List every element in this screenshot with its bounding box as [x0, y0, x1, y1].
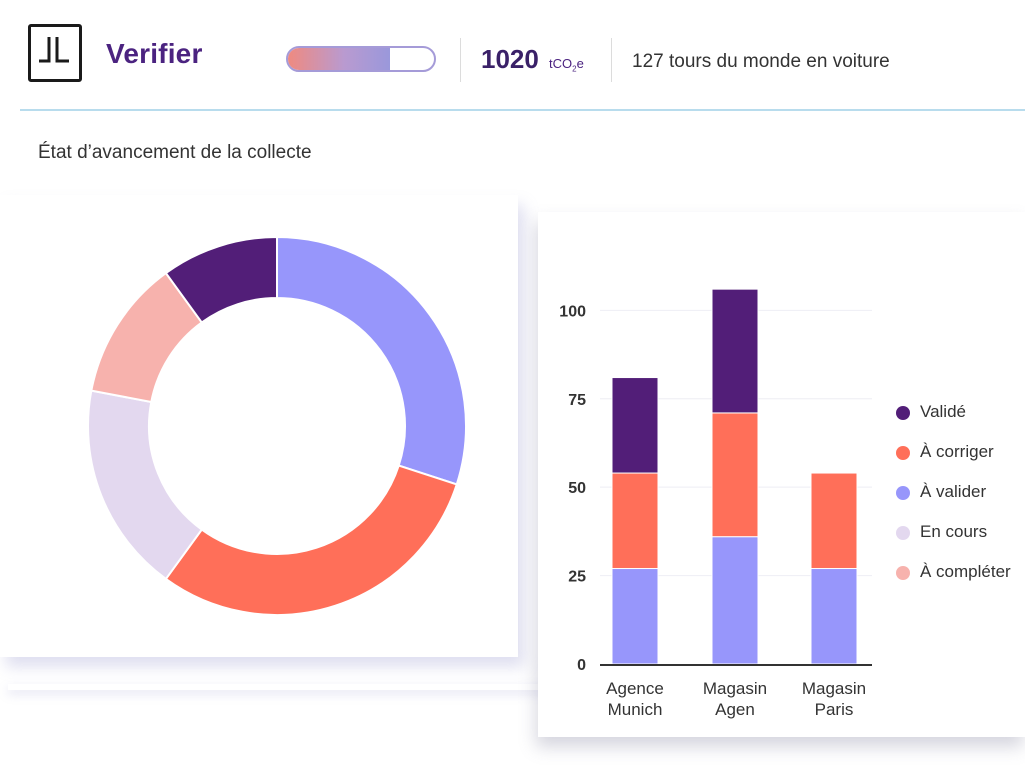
legend-label: En cours [920, 522, 988, 541]
legend-swatch [896, 446, 910, 460]
legend-label: À valider [920, 482, 987, 501]
header-divider [460, 38, 461, 82]
verifier-logo-icon[interactable] [28, 24, 82, 82]
donut-slice-valide[interactable] [164, 235, 278, 324]
legend-label: À corriger [920, 442, 994, 461]
donut-slice-en-cours[interactable] [87, 389, 204, 581]
header-divider-line [20, 109, 1025, 111]
donut-slice-a-corriger[interactable] [164, 464, 459, 616]
donut-chart-card [0, 195, 518, 657]
co2-equivalence-text: 127 tours du monde en voiture [632, 51, 890, 72]
header: Verifier 1020 tCO2e 127 tours du monde e… [0, 0, 1025, 110]
donut-slice-a-valider[interactable] [276, 235, 467, 486]
card-shadow [8, 684, 548, 690]
section-title: État d’avancement de la collecte [38, 142, 312, 163]
legend-swatch [896, 526, 910, 540]
co2-unit: tCO2e [549, 56, 584, 74]
legend-swatch [896, 486, 910, 500]
bar-chart-card [538, 212, 1025, 737]
donut-chart [87, 235, 467, 616]
x-tick-label: Agence Munich [606, 679, 664, 719]
legend-swatch [896, 566, 910, 580]
app-title: Verifier [106, 38, 203, 69]
legend-label: À compléter [920, 562, 1011, 581]
co2-total-value: 1020 [481, 44, 539, 74]
legend-label: Validé [920, 402, 966, 421]
x-tick-label: Magasin Agen [702, 679, 768, 719]
collection-progress-bar [286, 46, 436, 72]
legend-swatch [896, 406, 910, 420]
progress-fill [288, 48, 391, 70]
x-tick-label: Magasin Paris [801, 679, 867, 719]
header-divider [611, 38, 612, 82]
